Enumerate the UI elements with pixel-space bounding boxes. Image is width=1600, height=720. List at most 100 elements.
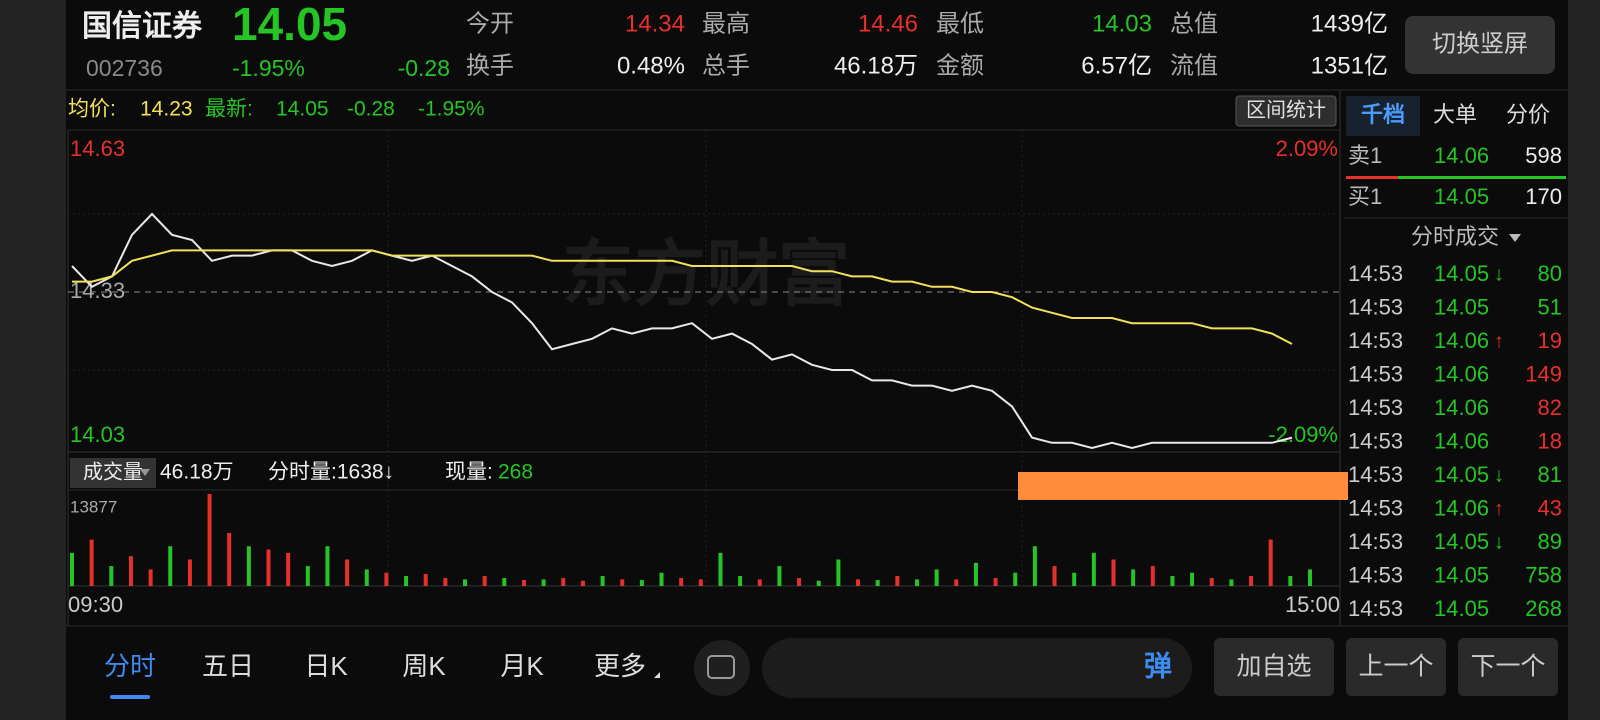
legend-text: 最新:	[205, 98, 253, 121]
volume-bar	[738, 576, 743, 586]
order-tab[interactable]: 分价	[1506, 102, 1550, 127]
trades-title[interactable]: 分时成交	[1411, 224, 1499, 249]
bottom-button[interactable]: 上一个	[1358, 653, 1433, 681]
volume-bar	[1032, 546, 1037, 586]
button-bg[interactable]	[1214, 638, 1334, 696]
volume-bar	[404, 576, 409, 586]
order-tab[interactable]: 大单	[1433, 102, 1477, 127]
volume-bar	[1131, 569, 1136, 586]
trade-price: 14.06	[1434, 428, 1489, 453]
trade-volume: 80	[1538, 261, 1562, 286]
volume-bar	[698, 579, 703, 586]
button-bg[interactable]	[1458, 638, 1558, 696]
trade-price: 14.06	[1434, 361, 1489, 386]
volume-bar	[914, 579, 919, 586]
volume-bar	[364, 569, 369, 586]
volume-bar	[718, 552, 723, 586]
trade-price: 14.05	[1434, 596, 1489, 621]
trade-price: 14.05	[1434, 261, 1489, 286]
volume-bar	[1150, 566, 1155, 586]
level-price: 14.06	[1434, 143, 1489, 168]
button-bg[interactable]	[1346, 638, 1446, 696]
stat-value: 14.03	[1092, 10, 1152, 37]
trade-volume: 18	[1538, 428, 1562, 453]
stat-label: 总值	[1170, 10, 1218, 37]
volume-bar	[482, 576, 487, 586]
range-button[interactable]	[1235, 95, 1337, 127]
trade-price: 14.05	[1434, 529, 1489, 554]
volume-bar	[973, 562, 978, 586]
change-pct: -1.95%	[232, 55, 305, 81]
level-volume: 598	[1525, 143, 1562, 168]
volume-bar	[463, 579, 468, 586]
volume-bar	[443, 578, 448, 586]
range-button-label[interactable]: 区间统计	[1246, 98, 1326, 121]
volume-bar	[1013, 572, 1018, 586]
volume-bar	[286, 552, 291, 586]
sell-bar	[1346, 176, 1398, 179]
volume-bar	[325, 546, 330, 586]
volume-tick-label: 13877	[70, 497, 117, 516]
order-tab[interactable]: 千档	[1361, 102, 1405, 127]
bottom-tab[interactable]: 周K	[402, 651, 446, 681]
legend-text: 14.23	[140, 98, 193, 121]
volume-bar	[777, 566, 782, 586]
volume-bar	[1111, 559, 1116, 586]
volume-bar	[561, 578, 566, 586]
y2-tick-label: -2.09%	[1268, 422, 1338, 447]
comment-input[interactable]	[762, 638, 1192, 698]
volume-bar	[659, 572, 664, 586]
tab-underline	[110, 695, 150, 699]
current-volume-label: 现量:	[445, 461, 493, 484]
stat-value: 14.46	[858, 10, 918, 37]
bottom-tab[interactable]: 分时	[104, 651, 156, 681]
stock-name: 国信证券	[82, 10, 203, 43]
trade-time: 14:53	[1348, 294, 1403, 319]
current-volume: 268	[498, 461, 533, 484]
volume-total: 46.18万	[160, 461, 234, 484]
volume-bar	[954, 579, 959, 586]
bottom-tab[interactable]: 更多	[594, 651, 646, 681]
level-price: 14.05	[1434, 184, 1489, 209]
stat-value: 14.34	[625, 10, 685, 37]
bottom-button[interactable]: 下一个	[1470, 653, 1545, 681]
x-label: 09:30	[68, 592, 123, 617]
bottom-tab[interactable]: 月K	[500, 651, 544, 681]
trade-price: 14.05	[1434, 294, 1489, 319]
volume-bar	[1170, 576, 1175, 586]
y-tick-label: 14.03	[70, 422, 125, 447]
rotate-button-label[interactable]: 切换竖屏	[1432, 30, 1528, 57]
notes-button[interactable]	[694, 640, 750, 696]
volume-selector[interactable]	[70, 458, 156, 488]
volume-bar	[1268, 539, 1273, 586]
danmu-button[interactable]: 弹	[1144, 650, 1172, 681]
trade-volume: 268	[1525, 596, 1562, 621]
trade-volume: 82	[1538, 395, 1562, 420]
bottom-tab[interactable]: 五日	[202, 651, 254, 681]
volume-bar	[70, 552, 74, 586]
stat-label: 最高	[702, 10, 750, 37]
trade-time: 14:53	[1348, 361, 1403, 386]
trade-price: 14.05	[1434, 562, 1489, 587]
stat-label: 换手	[466, 52, 514, 79]
volume-bar	[639, 580, 644, 586]
dropdown-arrow	[140, 469, 150, 476]
buy-bar	[1398, 176, 1566, 179]
y2-tick-label: 2.09%	[1276, 136, 1338, 161]
volume-bar	[679, 578, 684, 586]
volume-bar	[384, 572, 389, 586]
bottom-tab[interactable]: 日K	[304, 651, 348, 681]
rotate-button[interactable]	[1405, 16, 1555, 74]
stat-label: 流值	[1170, 52, 1218, 79]
trade-volume: 19	[1538, 328, 1562, 353]
volume-bar	[895, 576, 900, 586]
x-label: 15:00	[1285, 592, 1340, 617]
trade-price: 14.06	[1434, 395, 1489, 420]
volume-bar	[934, 569, 939, 586]
volume-label[interactable]: 成交量	[83, 460, 143, 483]
stat-label: 金额	[936, 52, 984, 79]
bottom-button[interactable]: 加自选	[1236, 653, 1311, 681]
trade-time: 14:53	[1348, 328, 1403, 353]
volume-bar	[89, 539, 94, 586]
